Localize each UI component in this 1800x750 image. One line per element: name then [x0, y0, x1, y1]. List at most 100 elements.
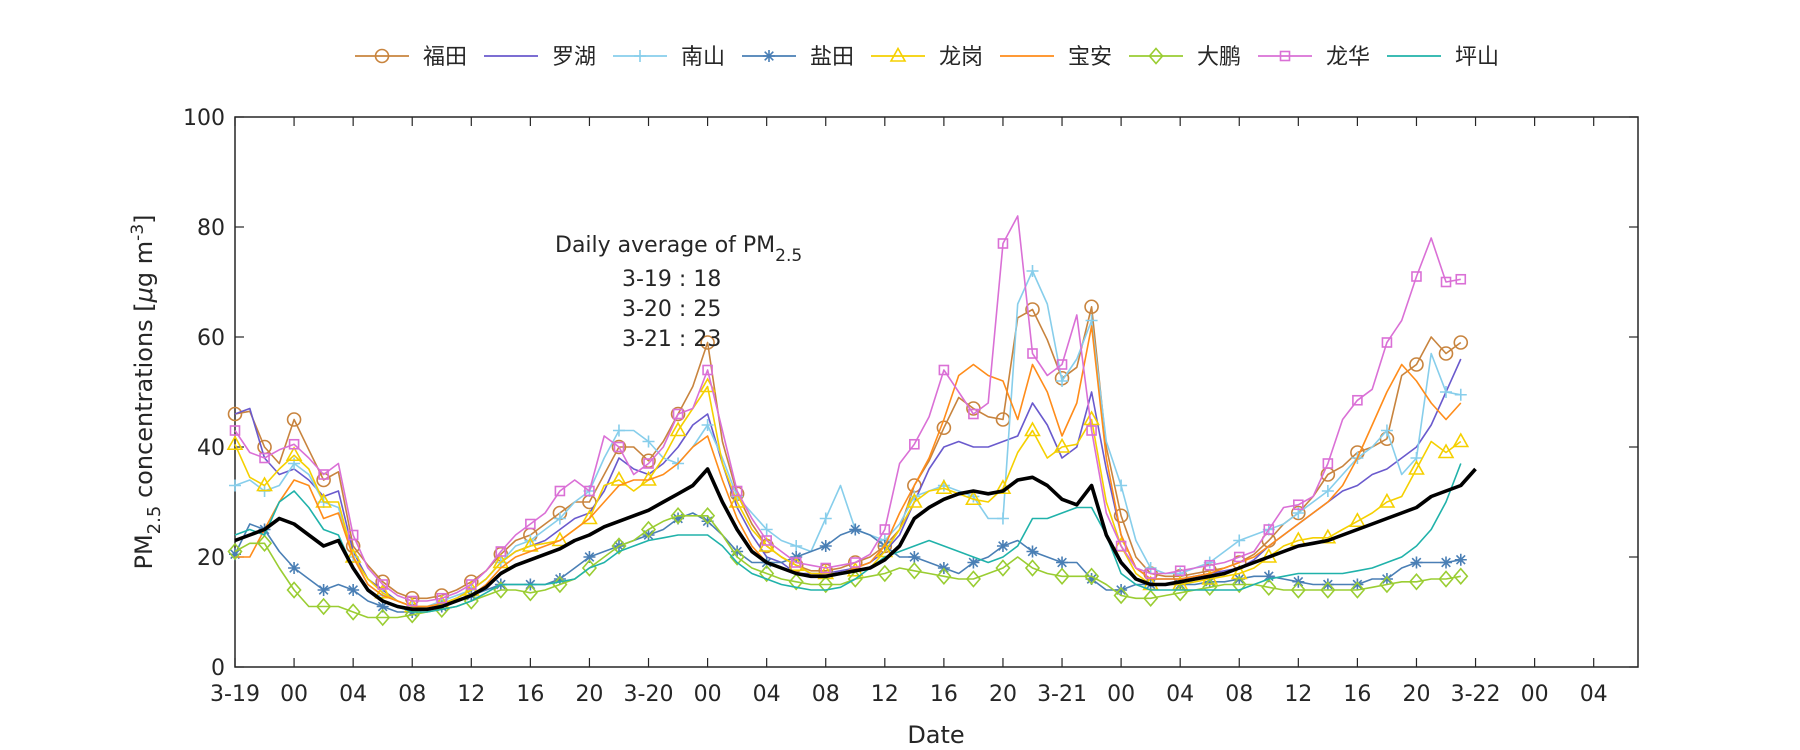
x-tick-label: 00 — [1521, 682, 1549, 707]
annotation-line-3-20: 3-20 : 25 — [622, 297, 721, 322]
data-point — [1026, 545, 1039, 558]
data-point — [1053, 437, 1071, 453]
data-point — [1437, 443, 1455, 459]
data-point — [1452, 432, 1470, 448]
legend-label: 龙岗 — [939, 45, 983, 70]
x-tick-label: 20 — [1402, 682, 1430, 707]
data-point — [1144, 562, 1157, 574]
data-point — [344, 547, 362, 563]
data-point — [1115, 584, 1128, 596]
data-point — [288, 562, 301, 574]
data-point — [701, 419, 714, 431]
data-point — [229, 479, 241, 492]
data-point — [1143, 589, 1159, 607]
data-point — [1378, 492, 1396, 508]
data-point — [909, 438, 920, 450]
data-point — [583, 551, 596, 563]
legend-marker — [1279, 50, 1291, 62]
annotation-title: Daily average of PM2.5 — [555, 233, 802, 266]
annotation-line-3-19: 3-19 : 18 — [622, 267, 721, 292]
data-point — [1027, 348, 1038, 359]
data-point — [345, 603, 361, 621]
x-tick-label: 12 — [1284, 682, 1312, 707]
data-point — [1454, 388, 1467, 401]
data-point — [1025, 302, 1040, 317]
data-point — [226, 435, 244, 451]
data-point — [1409, 357, 1424, 372]
data-point — [908, 551, 921, 563]
data-point — [227, 542, 243, 561]
data-point — [905, 492, 923, 508]
data-point — [1380, 573, 1393, 585]
data-point — [554, 485, 566, 497]
data-point — [819, 512, 832, 525]
legend-item: 盐田 — [742, 45, 854, 70]
plot-frame — [234, 116, 1639, 668]
series-line — [234, 215, 1461, 602]
data-point — [1453, 335, 1469, 350]
legend-label: 坪山 — [1455, 45, 1499, 70]
data-point — [640, 520, 657, 539]
data-point — [996, 512, 1009, 525]
x-tick-label: 04 — [1166, 682, 1194, 707]
x-tick-label: 12 — [871, 682, 899, 707]
axis-ticks: 0 20 40 60 80 100 3-19 00 04 08 12 16 20 3-20 00 04 08 12… — [183, 106, 1638, 707]
data-point — [1262, 570, 1275, 583]
legend-label: 南山 — [681, 45, 725, 70]
data-point — [551, 531, 569, 547]
data-point — [700, 507, 716, 525]
data-point — [701, 515, 714, 528]
series-layer — [226, 215, 1477, 627]
data-point — [995, 559, 1011, 577]
data-point — [1351, 578, 1364, 591]
data-point — [581, 559, 598, 577]
data-point — [256, 476, 273, 492]
data-point — [1026, 265, 1039, 277]
data-point — [642, 435, 655, 448]
x-tick-label: 00 — [1107, 682, 1135, 707]
data-point — [377, 579, 388, 590]
data-point — [611, 537, 627, 555]
y-tick-label: 0 — [211, 656, 225, 681]
data-point — [672, 408, 684, 420]
data-point — [790, 557, 802, 568]
data-point — [465, 579, 477, 590]
data-point — [1233, 551, 1245, 563]
data-point — [316, 597, 332, 616]
data-point — [581, 509, 598, 525]
data-point — [286, 581, 302, 599]
data-point — [1204, 559, 1216, 571]
legend-label: 宝安 — [1068, 45, 1112, 70]
data-point — [849, 557, 861, 568]
legend-marker — [1148, 47, 1164, 65]
x-tick-label: 04 — [1580, 682, 1608, 707]
data-point — [1230, 564, 1248, 580]
data-point — [643, 458, 654, 469]
data-point — [965, 490, 982, 506]
legend-label: 龙华 — [1326, 45, 1370, 70]
data-point — [1349, 512, 1366, 528]
data-point — [1115, 540, 1127, 552]
data-point — [702, 364, 713, 376]
data-point — [1320, 581, 1336, 599]
data-point — [938, 364, 950, 376]
data-point — [877, 564, 893, 583]
data-point — [1024, 559, 1041, 577]
data-point — [731, 545, 744, 558]
data-point — [1453, 567, 1469, 585]
annotation-line-3-21: 3-21 : 23 — [622, 327, 721, 352]
data-point — [317, 584, 330, 596]
legend-label: 福田 — [423, 45, 467, 70]
legend-item: 大鹏 — [1129, 45, 1241, 70]
x-tick-label: 08 — [812, 682, 840, 707]
data-point — [1113, 508, 1129, 524]
data-point — [1440, 386, 1453, 398]
data-point — [1352, 394, 1363, 406]
data-point — [1408, 459, 1425, 475]
y-tick-label: 40 — [197, 436, 225, 461]
data-point — [1056, 375, 1069, 387]
data-point — [1203, 575, 1216, 588]
legend-item: 罗湖 — [484, 45, 596, 70]
